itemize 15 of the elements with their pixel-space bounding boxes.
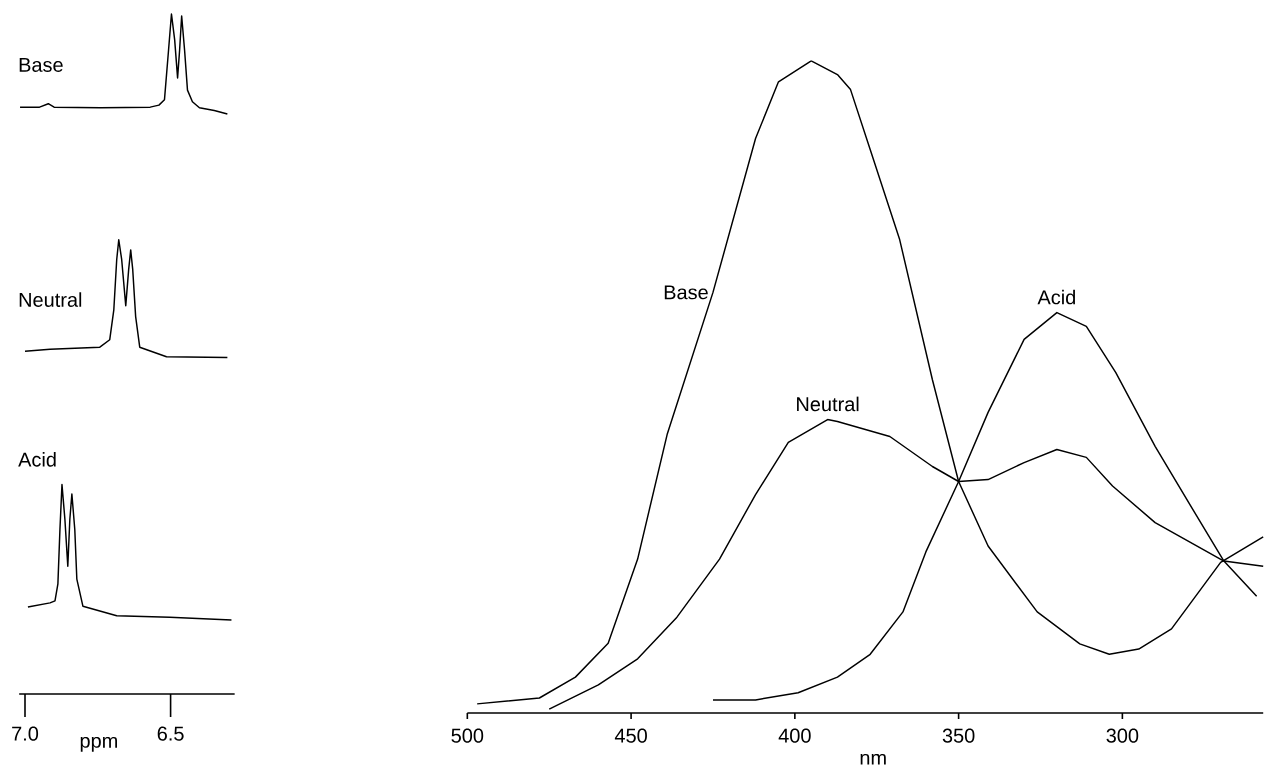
x-tick-label: 500: [451, 728, 484, 743]
x-tick-label: 300: [1106, 728, 1139, 743]
x-axis-title: ppm: [80, 736, 117, 752]
x-axis-title: nm: [860, 753, 886, 765]
x-tick-label: 6.5: [157, 726, 184, 741]
x-tick-label: 350: [942, 728, 975, 743]
x-tick-label: 450: [614, 728, 647, 743]
series-label: Neutral: [797, 396, 859, 412]
series-label: Neutral: [19, 292, 82, 307]
series-label: Base: [19, 58, 63, 72]
x-tick-label: 7.0: [12, 726, 39, 741]
series-label: Acid: [18, 452, 56, 467]
series-label: Acid: [1037, 289, 1075, 305]
x-tick-label: 400: [778, 728, 811, 743]
series-label: Base: [664, 285, 708, 300]
